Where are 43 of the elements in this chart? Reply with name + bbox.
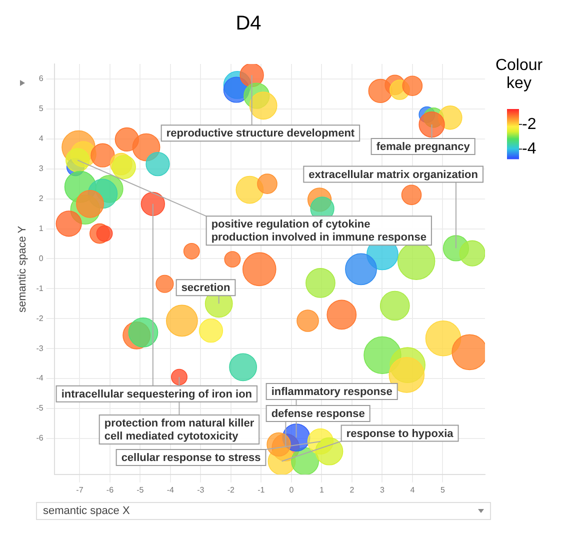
x-tick-label: 0	[289, 485, 294, 494]
x-tick-label: -1	[258, 485, 266, 494]
y-tick-label: -3	[36, 344, 44, 353]
annotation: positive regulation of cytokine production involved in immune response	[211, 218, 426, 244]
x-tick-label: -2	[227, 485, 236, 494]
annotation: reproductive structure development	[166, 128, 355, 140]
y-tick-label: -6	[36, 434, 44, 443]
y-tick-label: 2	[38, 194, 44, 204]
annotation: protection from natural killer cell mediated cytotoxicity	[104, 418, 255, 443]
x-axis-title: semantic space X	[43, 505, 130, 517]
annotation: intracellular sequestering of iron ion	[61, 388, 252, 400]
x-tick-label: 4	[410, 485, 416, 494]
x-tick-label: 1	[319, 485, 324, 494]
color-bar-title: Colour key	[495, 57, 544, 92]
y-axis-title: semantic space Y	[16, 225, 29, 313]
annotation: response to hypoxia	[346, 428, 454, 440]
color-bar-label: -4	[522, 140, 536, 158]
annotation: secretion	[181, 282, 231, 294]
chart-title: D4	[236, 12, 262, 35]
annotation: extracellular matrix organization	[308, 168, 478, 181]
y-tick-label: 4	[38, 134, 44, 144]
y-tick-label: 0	[38, 254, 44, 263]
y-tick-label: 5	[38, 104, 44, 114]
y-tick-label: 3	[38, 164, 44, 174]
x-tick-label: -6	[106, 485, 114, 494]
x-tick-label: -5	[136, 485, 144, 494]
y-tick-label: -1	[36, 284, 44, 293]
y-tick-label: -5	[36, 404, 44, 413]
x-tick-label: 2	[350, 485, 355, 494]
color-bar-label: -2	[522, 116, 536, 133]
x-tick-label: 3	[380, 485, 385, 494]
x-tick-label: 5	[440, 485, 446, 494]
annotation: female pregnancy	[376, 141, 471, 154]
y-tick-label: 6	[38, 74, 44, 84]
annotation: inflammatory response	[271, 386, 392, 398]
x-tick-label: -7	[76, 485, 84, 494]
annotation: cellular response to stress	[121, 452, 261, 464]
y-tick-label: -4	[36, 374, 44, 383]
x-tick-label: -3	[197, 485, 205, 494]
y-tick-label: 1	[38, 224, 44, 233]
y-tick-label: -2	[36, 314, 44, 323]
annotation: defense response	[271, 408, 365, 420]
x-tick-label: -4	[166, 485, 175, 494]
